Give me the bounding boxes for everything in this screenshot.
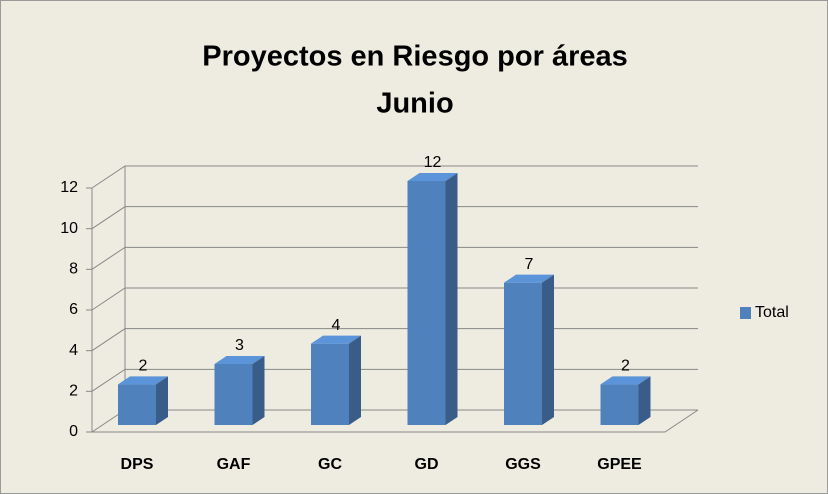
- bar-front: [214, 364, 253, 425]
- grid-line: [91, 246, 698, 270]
- bar-top: [214, 356, 265, 364]
- bar-side: [349, 335, 361, 425]
- value-label: 2: [139, 358, 148, 375]
- x-tick-label: GAF: [217, 456, 251, 473]
- grid-line: [91, 165, 698, 189]
- value-label: 2: [621, 358, 630, 375]
- bar-side: [638, 376, 651, 425]
- bar: [407, 173, 458, 425]
- y-tick-label: 10: [60, 220, 78, 237]
- bar: [504, 274, 554, 425]
- x-tick-label: GD: [415, 456, 439, 473]
- bar-top: [600, 376, 651, 385]
- value-label: 3: [235, 337, 244, 354]
- bar-front: [311, 343, 349, 425]
- x-tick-label: DPS: [121, 456, 154, 473]
- bar-front: [600, 384, 639, 425]
- y-tick-label: 4: [69, 342, 78, 359]
- bar-side: [542, 274, 554, 425]
- bar: [214, 356, 265, 425]
- legend-label: Total: [755, 304, 789, 321]
- y-tick-label: 12: [60, 179, 78, 196]
- y-tick-label: 2: [69, 383, 78, 400]
- bar-side: [252, 356, 265, 425]
- bar-front: [118, 384, 156, 425]
- legend-swatch: [740, 307, 751, 319]
- bar-top: [504, 274, 554, 283]
- chart-title: Proyectos en Riesgo por áreas: [202, 41, 628, 73]
- bar: [311, 335, 361, 425]
- bar-front: [504, 282, 542, 425]
- chart-subtitle: Junio: [376, 88, 453, 120]
- bar-top: [407, 173, 458, 181]
- y-tick-label: 8: [69, 261, 78, 278]
- value-label: 7: [525, 256, 534, 273]
- bar: [600, 376, 651, 425]
- value-label: 4: [332, 317, 341, 334]
- y-tick-label: 0: [69, 423, 78, 440]
- x-tick-label: GC: [318, 456, 342, 473]
- x-tick-label: GGS: [505, 456, 541, 473]
- y-tick-label: 6: [69, 301, 78, 318]
- bar-top: [118, 376, 168, 385]
- bar: [118, 376, 168, 425]
- bar-front: [407, 181, 446, 425]
- bar-side: [445, 173, 458, 425]
- floor-edge: [92, 409, 699, 433]
- bar-side: [156, 376, 168, 425]
- x-tick-label: GPEE: [597, 456, 642, 473]
- value-label: 12: [424, 154, 442, 171]
- grid-line: [91, 206, 698, 230]
- bar-top: [311, 335, 361, 344]
